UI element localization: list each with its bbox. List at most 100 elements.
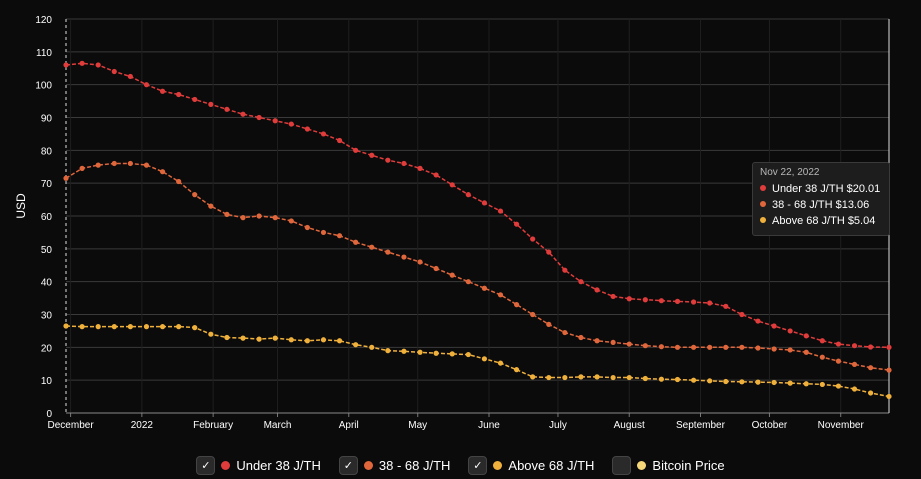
data-point-under-38-j-th <box>755 318 761 324</box>
chart-legend: ✓ Under 38 J/TH ✓ 38 - 68 J/TH ✓ Above 6… <box>0 452 921 479</box>
y-tick-label-70: 70 <box>41 179 53 190</box>
data-point-under-38-j-th <box>674 298 681 304</box>
data-point-above-68-j-th <box>320 337 327 343</box>
data-point-under-38-j-th <box>127 73 133 80</box>
x-tick-label-october: October <box>752 420 788 431</box>
data-point-under-38-j-th <box>868 344 874 350</box>
data-point-above-68-j-th <box>240 335 246 341</box>
data-point-above-68-j-th <box>546 374 552 381</box>
data-point-above-68-j-th <box>336 338 343 344</box>
data-point-38-68-j-th <box>481 285 487 291</box>
data-point-above-68-j-th <box>304 338 310 344</box>
data-point-under-38-j-th <box>159 88 166 94</box>
data-point-38-68-j-th <box>707 344 713 350</box>
y-tick-label-40: 40 <box>41 278 53 289</box>
data-point-under-38-j-th <box>401 160 407 167</box>
data-point-under-38-j-th <box>433 172 439 178</box>
data-point-above-68-j-th <box>224 334 230 341</box>
tooltip-row-above-68: Above 68 J/TH $5.04 <box>760 213 882 229</box>
x-tick-label-2022: 2022 <box>131 420 154 431</box>
data-point-above-68-j-th <box>433 350 439 356</box>
tooltip-row-38-68: 38 - 68 J/TH $13.06 <box>760 197 882 213</box>
data-point-under-38-j-th <box>143 82 150 88</box>
data-point-above-68-j-th <box>690 377 697 383</box>
legend-dot-above-68 <box>493 461 503 470</box>
data-point-38-68-j-th <box>449 272 455 278</box>
data-point-above-68-j-th <box>851 386 858 392</box>
series-line-under-38-j-th <box>65 62 890 349</box>
data-point-above-68-j-th <box>417 349 423 355</box>
data-point-38-68-j-th <box>562 329 568 336</box>
data-point-under-38-j-th <box>497 208 504 214</box>
y-tick-label-90: 90 <box>41 114 53 125</box>
legend-item-under-38[interactable]: ✓ Under 38 J/TH <box>196 456 321 475</box>
data-point-under-38-j-th <box>449 182 455 188</box>
data-point-above-68-j-th <box>819 381 825 388</box>
data-point-38-68-j-th <box>288 218 294 224</box>
data-point-38-68-j-th <box>610 339 616 346</box>
x-tick-label-july: July <box>549 420 567 431</box>
legend-label-under-38: Under 38 J/TH <box>236 458 321 473</box>
data-point-38-68-j-th <box>208 203 214 209</box>
legend-item-bitcoin-price[interactable]: Bitcoin Price <box>612 456 725 475</box>
data-point-above-68-j-th <box>674 376 681 383</box>
data-point-38-68-j-th <box>868 365 874 371</box>
data-point-38-68-j-th <box>658 344 665 350</box>
data-point-above-68-j-th <box>111 324 117 330</box>
data-point-under-38-j-th <box>111 68 117 75</box>
data-point-under-38-j-th <box>851 343 858 349</box>
data-point-under-38-j-th <box>530 236 536 242</box>
data-point-under-38-j-th <box>513 221 520 227</box>
data-point-above-68-j-th <box>401 348 407 354</box>
data-point-under-38-j-th <box>610 293 616 300</box>
data-point-under-38-j-th <box>739 311 745 318</box>
data-point-above-68-j-th <box>272 335 278 341</box>
chart-area: 0 10 20 30 40 50 60 70 80 90 100 110 120 December 2022… <box>14 15 892 431</box>
legend-label-bitcoin-price: Bitcoin Price <box>652 458 725 473</box>
data-point-38-68-j-th <box>594 338 600 344</box>
legend-checkbox-above-68[interactable]: ✓ <box>468 456 488 475</box>
data-point-under-38-j-th <box>835 341 842 347</box>
data-point-under-38-j-th <box>288 121 294 127</box>
data-point-38-68-j-th <box>63 175 69 181</box>
legend-item-above-68[interactable]: ✓ Above 68 J/TH <box>468 456 594 475</box>
data-point-38-68-j-th <box>417 259 423 265</box>
legend-checkbox-bitcoin-price[interactable] <box>612 456 632 475</box>
data-point-38-68-j-th <box>513 302 520 308</box>
data-point-above-68-j-th <box>159 324 166 330</box>
tooltip-date: Nov 22, 2022 <box>760 167 820 178</box>
data-point-38-68-j-th <box>304 224 310 231</box>
data-point-above-68-j-th <box>143 324 150 330</box>
data-point-38-68-j-th <box>127 160 133 167</box>
data-point-above-68-j-th <box>465 351 471 358</box>
data-point-38-68-j-th <box>224 211 230 217</box>
data-point-under-38-j-th <box>304 126 310 132</box>
legend-item-38-68[interactable]: ✓ 38 - 68 J/TH <box>338 456 450 475</box>
legend-checkbox-under-38[interactable]: ✓ <box>196 456 216 475</box>
data-point-under-38-j-th <box>771 323 777 329</box>
data-point-above-68-j-th <box>288 337 294 343</box>
y-tick-label-0: 0 <box>46 409 52 420</box>
data-point-under-38-j-th <box>819 338 825 344</box>
data-point-38-68-j-th <box>578 334 584 341</box>
data-point-above-68-j-th <box>868 390 874 396</box>
tooltip-label-38-68: 38 - 68 J/TH $13.06 <box>772 199 870 211</box>
data-point-under-38-j-th <box>385 157 391 163</box>
legend-dot-38-68 <box>363 461 373 470</box>
data-point-under-38-j-th <box>481 200 487 206</box>
data-point-under-38-j-th <box>224 106 230 112</box>
data-point-above-68-j-th <box>610 374 616 381</box>
data-point-above-68-j-th <box>95 324 101 330</box>
data-point-38-68-j-th <box>111 160 117 167</box>
data-point-above-68-j-th <box>127 324 133 330</box>
data-point-under-38-j-th <box>546 249 552 255</box>
data-point-38-68-j-th <box>819 354 825 360</box>
tooltip-label-under-38: Under 38 J/TH $20.01 <box>772 183 881 195</box>
data-point-above-68-j-th <box>481 356 487 362</box>
data-point-under-38-j-th <box>787 328 793 334</box>
data-point-above-68-j-th <box>771 379 777 386</box>
data-point-38-68-j-th <box>497 292 504 298</box>
data-point-above-68-j-th <box>626 374 632 381</box>
data-point-under-38-j-th <box>176 91 182 98</box>
legend-checkbox-38-68[interactable]: ✓ <box>338 456 358 475</box>
